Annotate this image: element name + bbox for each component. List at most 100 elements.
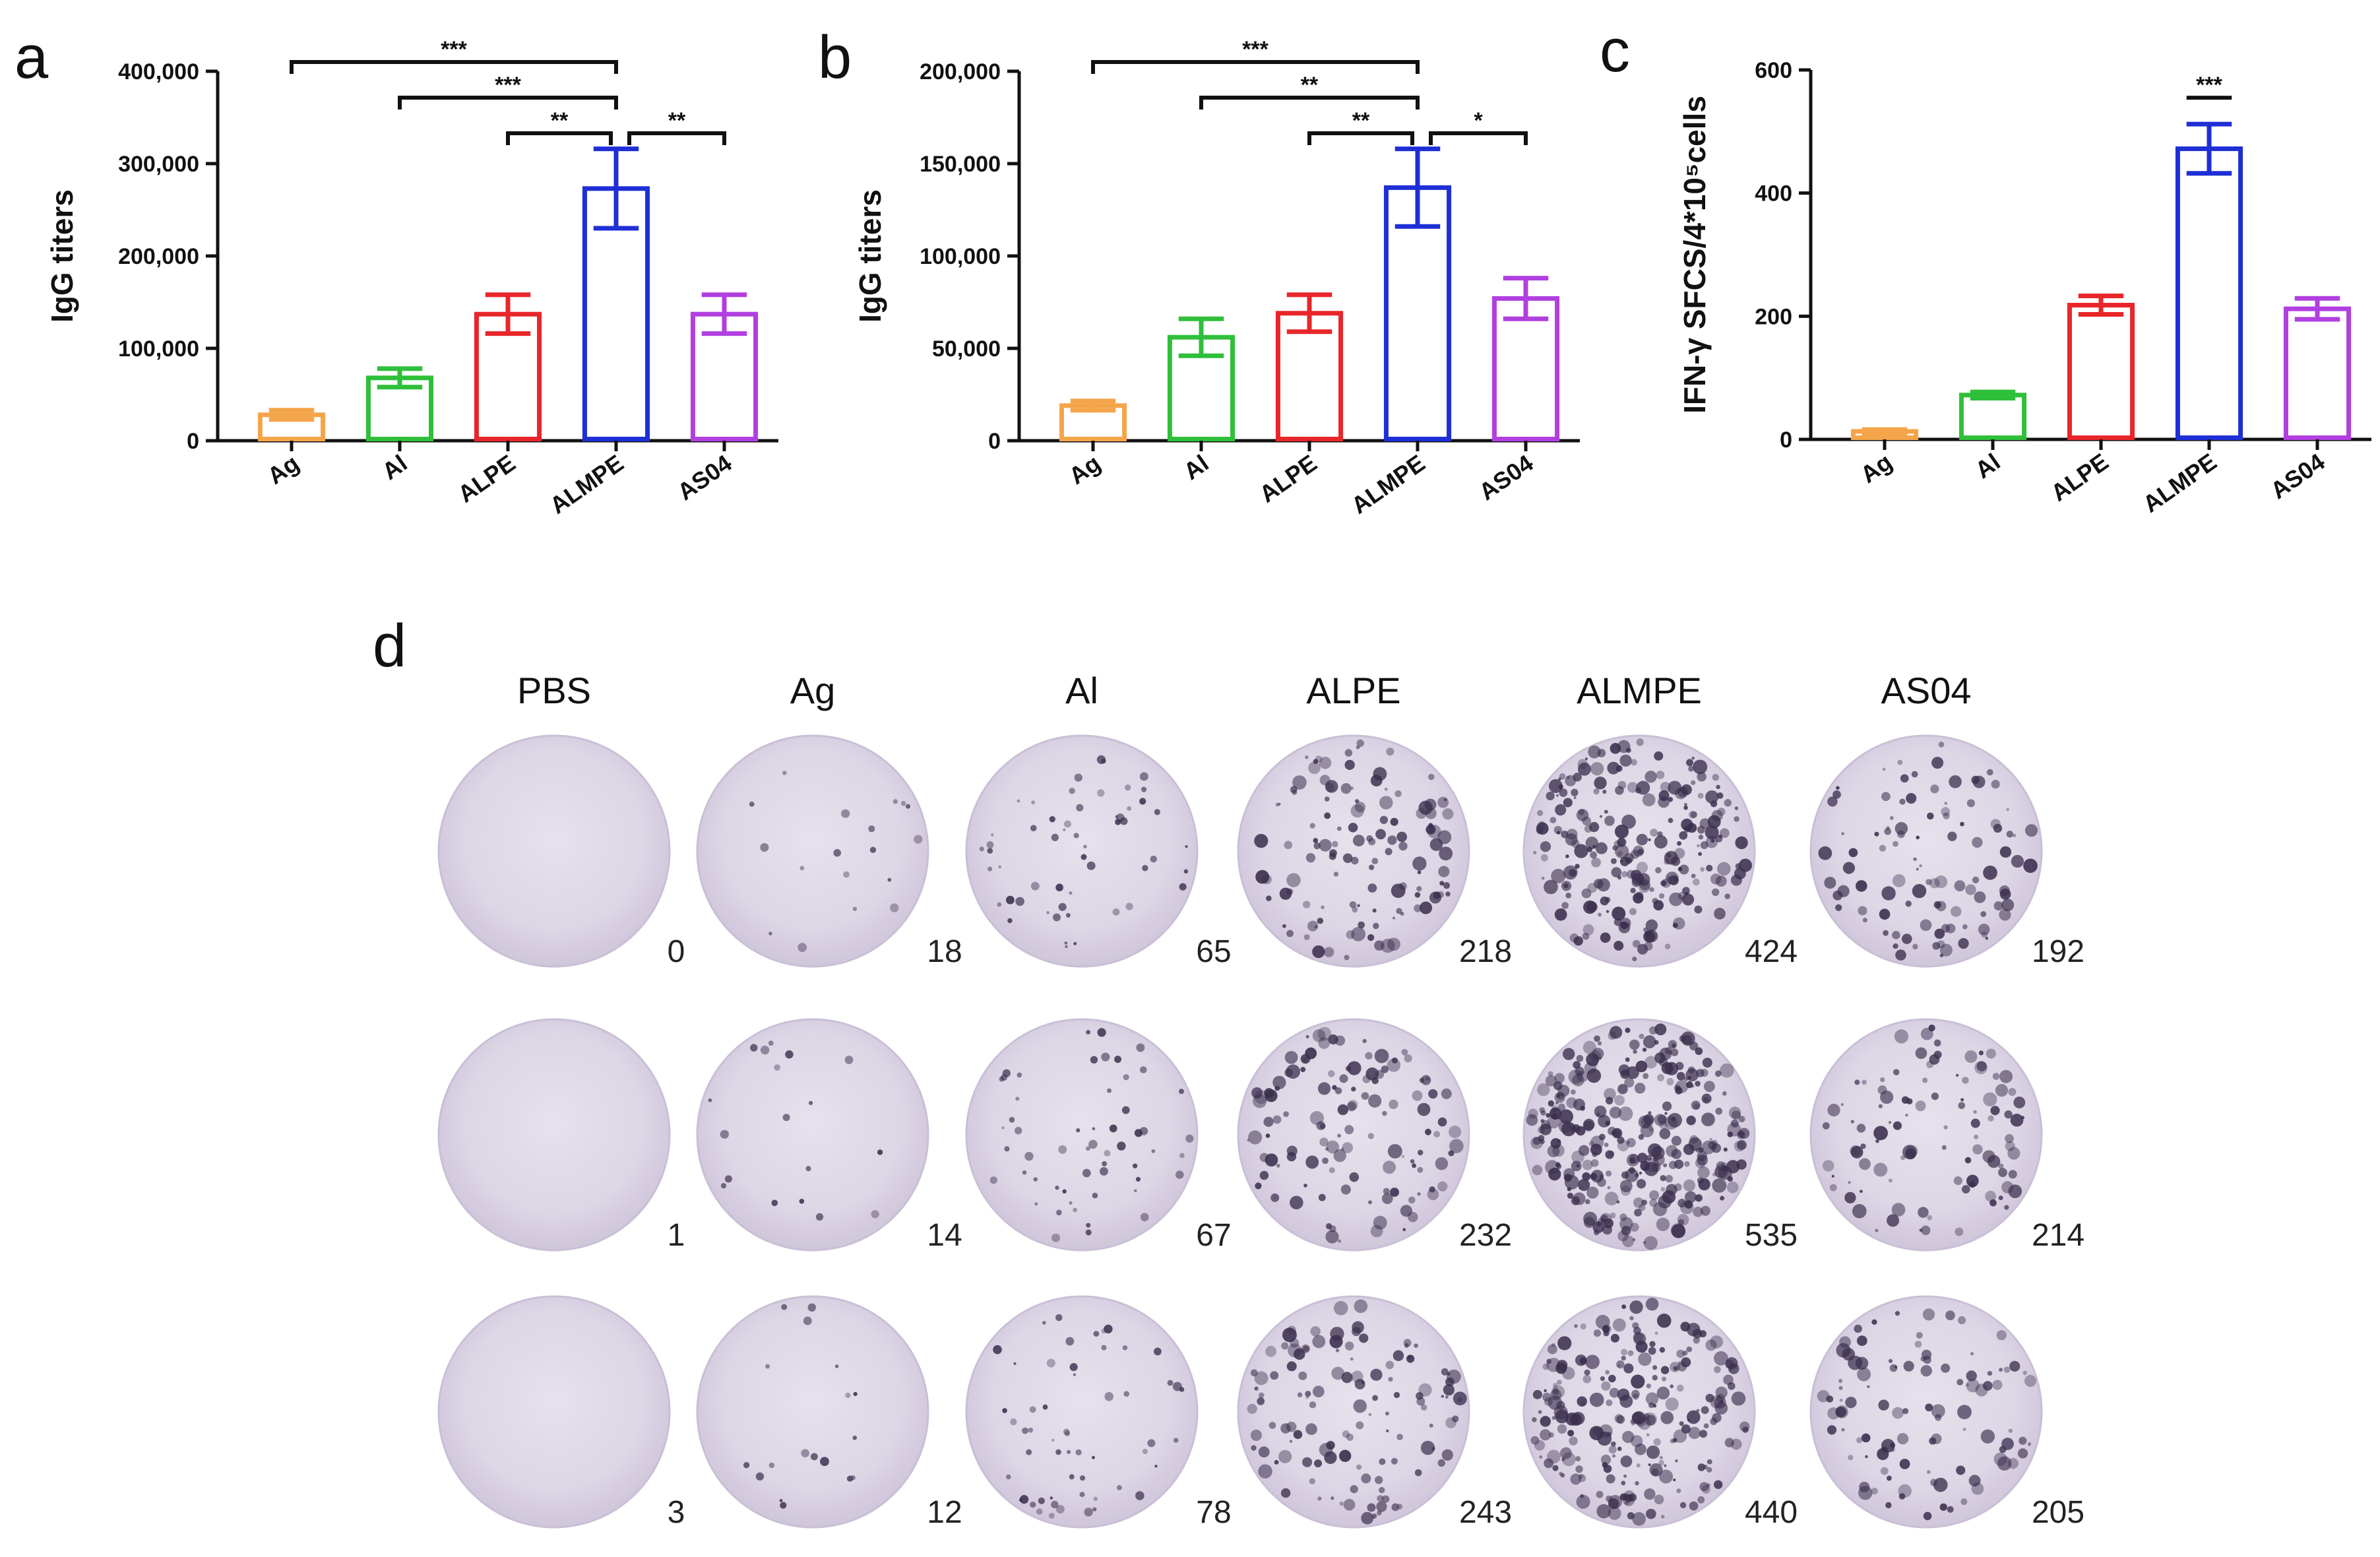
chart-panel-b: 0 50,000 100,000 150,000 200,000 IgG titers Ag… <box>853 37 1580 519</box>
x-tick-label-ALPE: ALPE <box>2046 448 2113 507</box>
elispot-well <box>965 734 1199 968</box>
y-tick-label: 400,000 <box>118 59 199 84</box>
column-header-ALMPE: ALMPE <box>1577 670 1702 711</box>
elispot-well <box>1237 1018 1470 1252</box>
elispot-well <box>965 1295 1199 1529</box>
spot-count: 12 <box>927 1495 962 1530</box>
elispot-well <box>437 1018 671 1252</box>
panel-label-c: c <box>1600 17 1630 84</box>
significance-bracket: ** <box>1307 108 1414 145</box>
y-tick-label: 200 <box>1755 304 1792 329</box>
error-bar-Al <box>1178 316 1224 358</box>
panel-label-a: a <box>15 24 49 91</box>
spot-count: 0 <box>668 934 685 969</box>
column-header-ALPE: ALPE <box>1306 670 1400 711</box>
elispot-well <box>1237 1295 1470 1529</box>
elispot-well <box>696 734 929 968</box>
error-bar-Al <box>377 366 423 390</box>
error-bar-AS04 <box>2294 296 2340 322</box>
significance-bracket: ** <box>627 108 726 145</box>
y-axis-label: IgG titers <box>45 189 79 323</box>
spot-count: 1 <box>668 1218 685 1253</box>
spot-count: 205 <box>2032 1495 2084 1530</box>
significance-label: * <box>1474 108 1483 133</box>
spot-count: 440 <box>1745 1495 1798 1530</box>
y-axis-label: IgG titers <box>853 189 887 323</box>
y-tick-label: 0 <box>1780 428 1792 453</box>
significance-bracket: * <box>1429 108 1528 145</box>
y-tick-label: 300,000 <box>118 152 199 177</box>
elispot-well <box>437 734 671 968</box>
error-bar-ALPE <box>1286 292 1332 334</box>
y-tick-label: 200,000 <box>118 244 199 269</box>
spot-count: 218 <box>1459 934 1512 969</box>
spot-count: 232 <box>1459 1218 1512 1253</box>
significance-bracket: ** <box>506 108 613 145</box>
spot-count: 192 <box>2032 934 2084 969</box>
significance-bracket: *** <box>1091 37 1420 74</box>
y-tick-label: 400 <box>1755 181 1792 207</box>
elispot-well <box>965 1018 1199 1252</box>
panel-label-b: b <box>818 24 852 91</box>
significance-bracket: ** <box>1199 73 1420 110</box>
error-bar-ALPE <box>485 292 531 336</box>
x-tick-label-AS04: AS04 <box>672 449 736 505</box>
error-bar-AS04 <box>701 292 747 336</box>
column-header-AS04: AS04 <box>1881 670 1972 711</box>
significance-label: *** <box>495 73 521 98</box>
x-tick-label-AS04: AS04 <box>1474 449 1538 505</box>
spot-count: 65 <box>1196 934 1231 969</box>
y-tick-label: 600 <box>1755 58 1792 83</box>
elispot-well <box>1809 1295 2043 1529</box>
x-tick-label-ALMPE: ALMPE <box>545 449 629 519</box>
x-tick-label-ALPE: ALPE <box>453 449 520 508</box>
elispot-panel: PBS Ag Al ALPE ALMPE AS04 0 18 65 218 424 192 1 14 67 2… <box>437 670 2084 1530</box>
x-tick-label-Ag: Ag <box>263 449 304 490</box>
x-tick-label-AS04: AS04 <box>2265 448 2329 504</box>
elispot-well <box>696 1295 929 1529</box>
x-tick-label-Ag: Ag <box>1856 448 1897 488</box>
elispot-well <box>1522 1018 1756 1252</box>
panel-label-d: d <box>373 612 406 680</box>
elispot-well <box>437 1295 671 1529</box>
significance-bracket: *** <box>398 73 618 110</box>
error-bar-Al <box>1970 389 2016 400</box>
significance-label: ** <box>551 108 569 133</box>
chart-panel-a: 0 100,000 200,000 300,000 400,000 IgG titers A… <box>45 37 778 519</box>
chart-panel-c: 0 200 400 600 IFN-γ SFCS/4*10⁵cells Ag Al ALPE A… <box>1677 58 2371 518</box>
significance-label: ** <box>668 108 686 133</box>
x-tick-label-Al: Al <box>377 449 412 485</box>
spot-count: 18 <box>927 934 962 969</box>
error-bar-Ag <box>268 408 315 422</box>
error-bar-Ag <box>1862 427 1908 436</box>
error-bar-ALPE <box>2078 294 2124 317</box>
elispot-well <box>1809 734 2043 968</box>
bar-AS04 <box>2283 306 2352 440</box>
bar-ALPE <box>2067 303 2135 440</box>
y-tick-label: 0 <box>187 429 199 454</box>
y-tick-label: 200,000 <box>920 59 1001 84</box>
significance-label: *** <box>1242 37 1268 62</box>
error-bar-AS04 <box>1503 276 1549 321</box>
elispot-well <box>1522 734 1756 968</box>
spot-count: 14 <box>927 1218 962 1253</box>
y-tick-label: 100,000 <box>118 336 199 362</box>
spot-count: 214 <box>2032 1218 2084 1253</box>
spot-count: 535 <box>1745 1218 1798 1253</box>
error-bar-ALMPE <box>593 146 639 231</box>
significance-bracket: *** <box>290 37 618 74</box>
significance-label: *** <box>441 37 467 62</box>
y-tick-label: 100,000 <box>920 244 1001 269</box>
y-tick-label: 50,000 <box>932 336 1001 362</box>
y-tick-label: 0 <box>988 429 1001 454</box>
significance-label: ** <box>1352 108 1370 133</box>
y-axis-label: IFN-γ SFCS/4*10⁵cells <box>1677 96 1712 414</box>
spot-count: 78 <box>1196 1495 1231 1530</box>
error-bar-Ag <box>1070 398 1116 413</box>
significance-bracket: *** <box>2186 73 2232 100</box>
elispot-well <box>696 1018 929 1252</box>
bar-ALMPE <box>2175 146 2243 440</box>
significance-label: *** <box>2196 73 2222 98</box>
spot-count: 67 <box>1196 1218 1231 1253</box>
